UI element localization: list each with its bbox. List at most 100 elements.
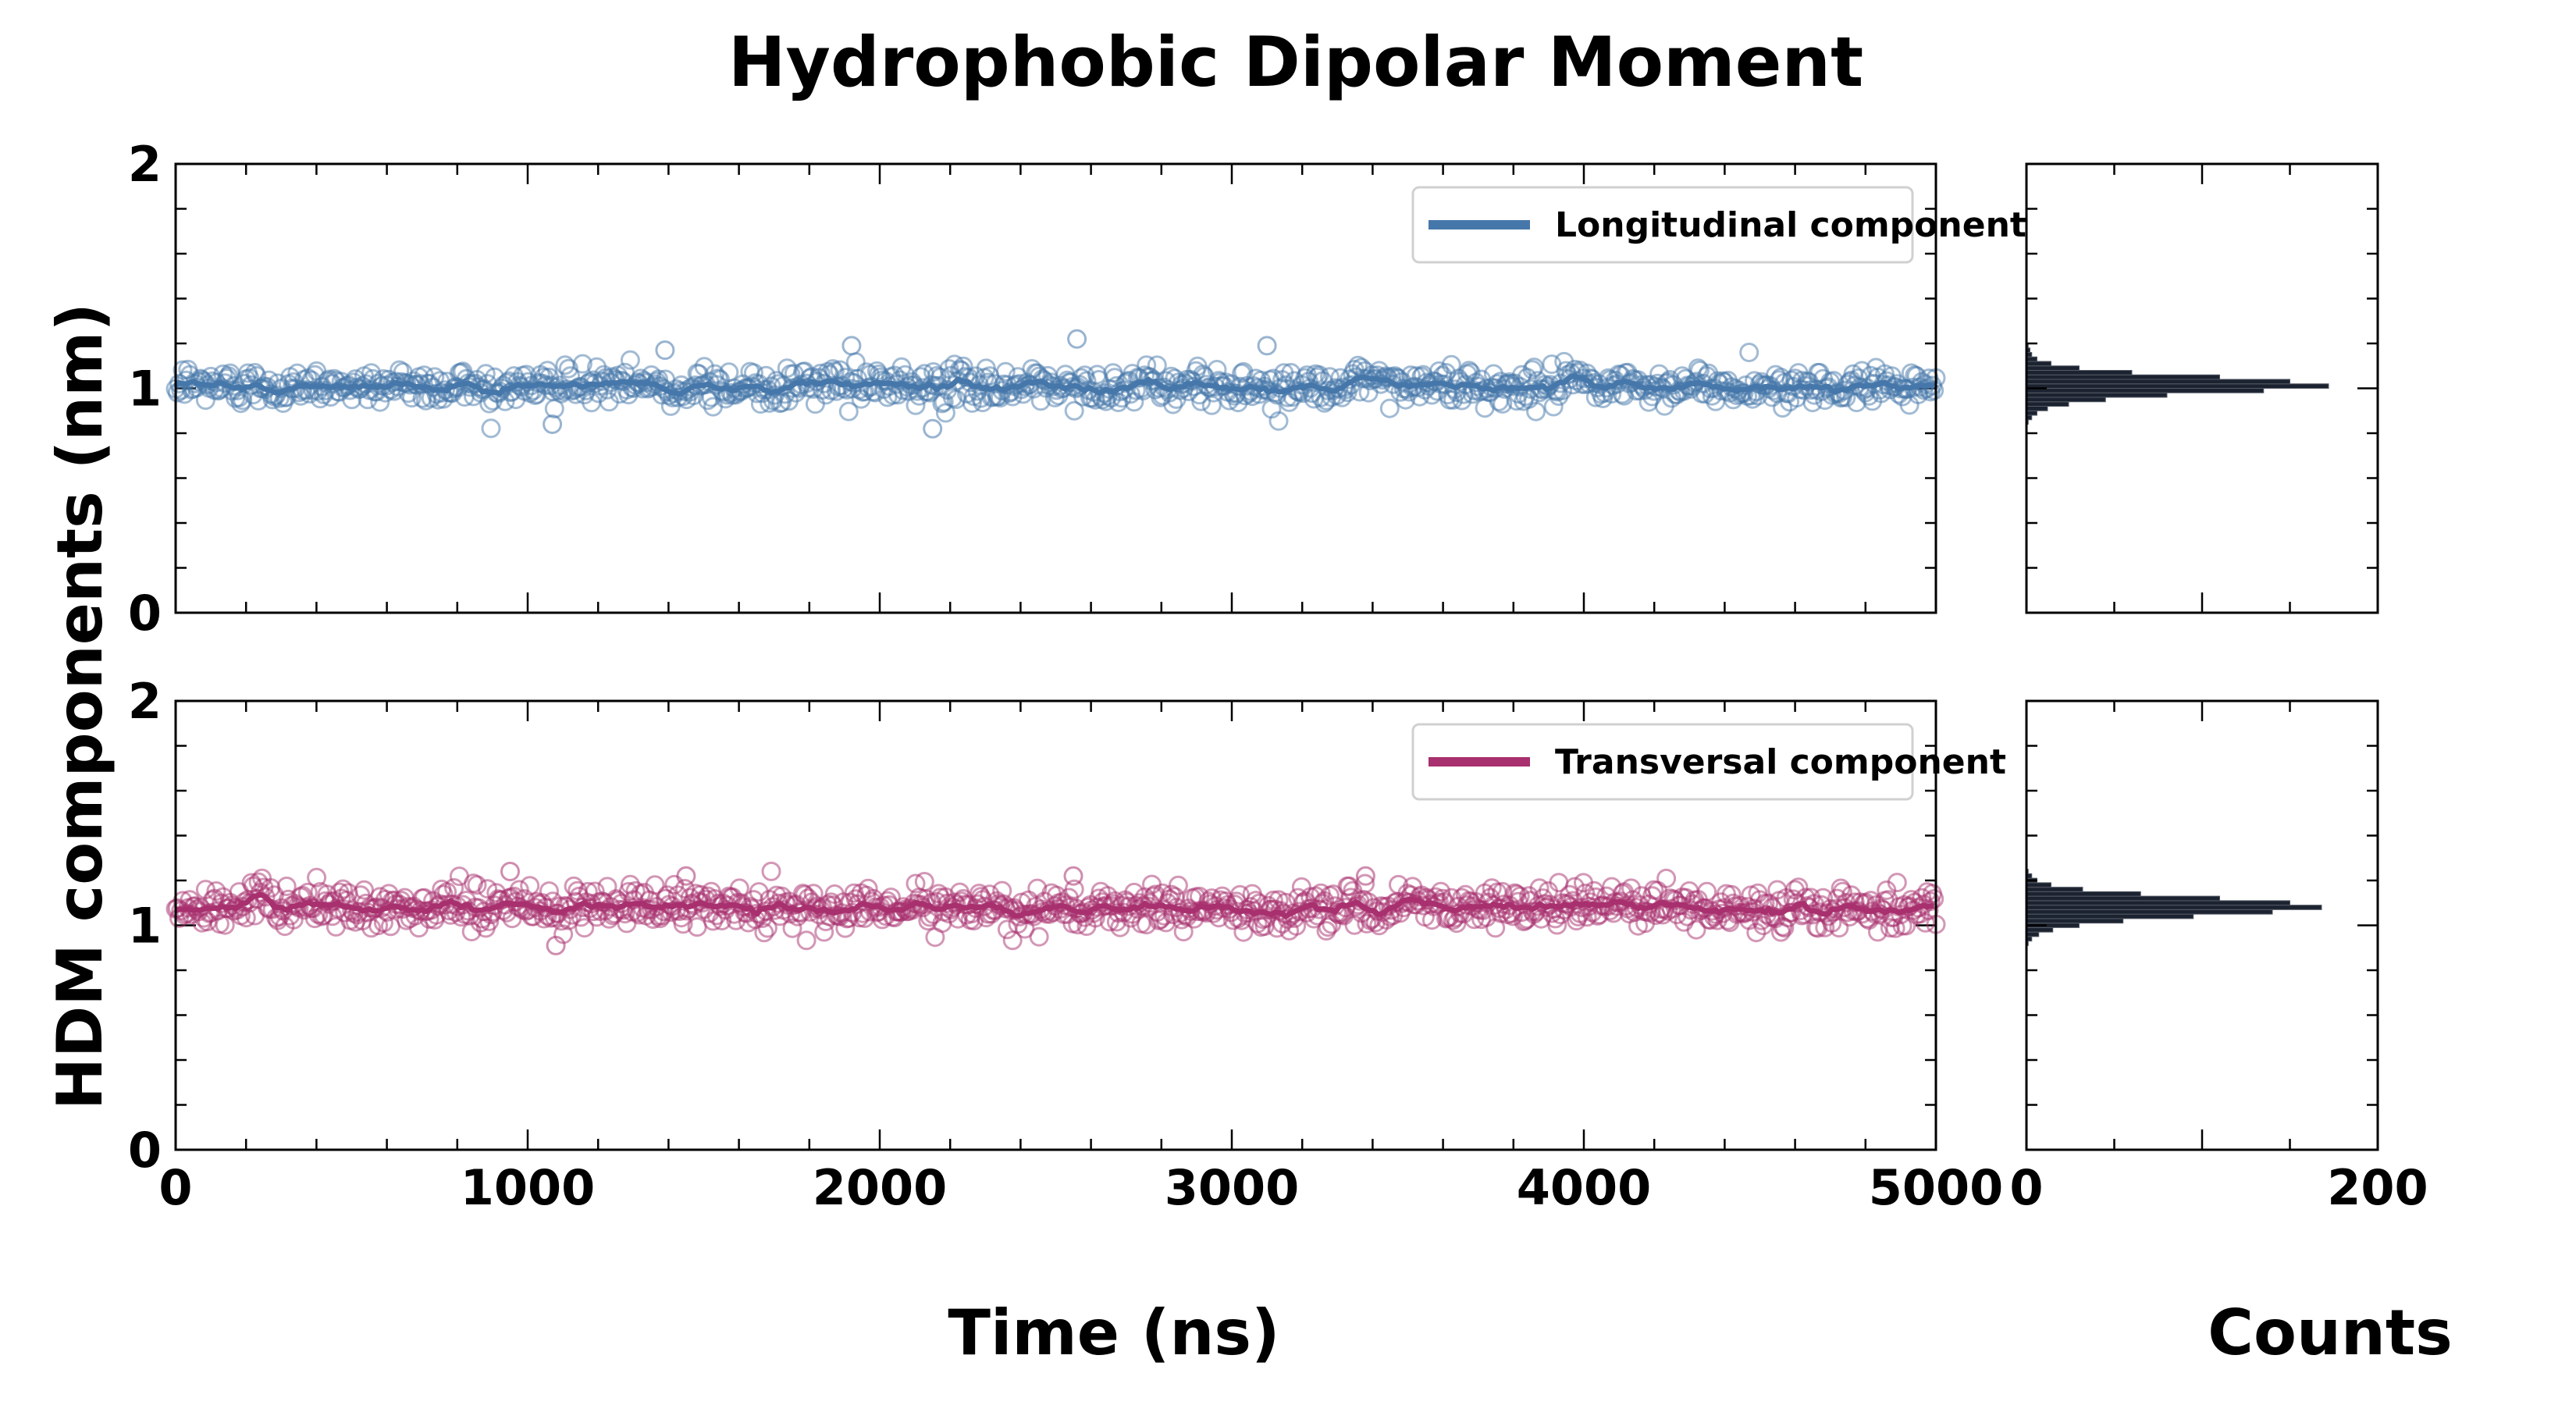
data-point [1924,889,1944,909]
data-point [995,361,1016,382]
histogram-bar [2026,410,2037,416]
legend: Longitudinal component [1411,186,2026,264]
data-point [645,875,665,895]
data-point [1429,361,1449,381]
y-tick-label: 2 [128,673,162,730]
data-point [572,354,592,374]
data-point [1318,917,1338,937]
histogram-bar [2026,887,2083,892]
data-point [546,935,566,955]
data-point [1887,873,1907,893]
x-tick-label: 1000 [461,1159,596,1216]
data-point [1564,877,1585,897]
data-point [761,861,781,881]
data-point [838,401,859,422]
data-point [1896,916,1916,936]
data-point [539,881,559,902]
y-axis-label: HDM components (nm) [44,303,116,1110]
histogram-bar [2026,374,2220,380]
data-point [1697,881,1717,902]
data-point [1355,873,1375,894]
plot-frame [174,162,1937,614]
data-point [543,414,563,434]
data-point [1063,866,1083,886]
x-tick-label: 0 [2009,1159,2043,1216]
transversal-histogram: 0 200 [2009,699,2428,1216]
data-point [558,358,578,379]
data-point [1067,329,1087,349]
y-tick-label: 2 [128,136,162,193]
data-point [500,862,520,881]
chart-title: Hydrophobic Dipolar Moment [728,22,1863,102]
legend-box [1411,723,1914,801]
histogram-frame [2025,699,2379,1151]
data-point [906,873,926,894]
histogram-bar [2026,895,2220,902]
data-point [1233,922,1254,942]
histogram-bar [2026,397,2106,403]
histogram-bar [2026,927,2054,933]
histogram-bar [2026,891,2141,897]
data-point [923,418,943,439]
data-point [1064,879,1084,899]
histogram-bar [2026,905,2322,910]
data-point [845,352,866,372]
data-point [1493,393,1513,414]
data-point [555,355,575,375]
histogram-bar [2026,383,2329,389]
data-point [953,356,973,376]
histogram-frame [2025,162,2379,614]
data-point [729,878,749,898]
data-point [1064,400,1084,421]
data-point [803,884,824,904]
y-tick-label: 0 [128,1122,162,1179]
data-point [1656,868,1677,888]
data-point [481,418,501,439]
data-point [835,918,856,938]
histogram-bar [2026,379,2290,385]
data-point [1357,913,1377,934]
data-point [1916,912,1935,933]
legend-label: Transversal component [1555,742,2006,782]
histogram-bar [2026,918,2124,924]
longitudinal-histogram [2025,162,2379,614]
data-point [841,336,862,356]
data-point [444,878,464,898]
data-point [1201,395,1222,415]
histogram-bar [2026,392,2168,398]
data-point [1075,907,1095,927]
histogram-bar [2026,370,2133,375]
data-point [1829,918,1849,938]
data-point [478,879,497,899]
data-point [743,363,763,383]
y-tick-label: 1 [128,361,162,418]
data-point [757,918,777,938]
data-point [1522,360,1542,380]
data-point [475,364,496,384]
data-point [307,867,327,887]
data-point [1355,866,1375,886]
data-point [676,866,696,886]
data-point [1257,336,1277,356]
data-point [1647,373,1667,393]
histogram-bar [2026,931,2040,937]
data-point [754,923,774,943]
data-point [796,930,817,951]
data-point [1746,923,1767,943]
histogram-bar [2026,909,2273,915]
data-point [934,392,954,412]
data-point [1030,391,1051,411]
histogram-bar [2026,365,2080,371]
data-point [1168,875,1188,895]
histogram-bar [2026,361,2051,367]
plot-frame [174,699,1937,1151]
data-point [782,918,802,938]
data-point [1924,380,1944,400]
data-point [858,878,878,898]
series-line [173,372,1935,397]
histogram-bar [2026,401,2069,407]
x-axis-label-counts: Counts [2208,1297,2452,1369]
legend-box [1411,186,1914,264]
data-point [1379,398,1400,418]
